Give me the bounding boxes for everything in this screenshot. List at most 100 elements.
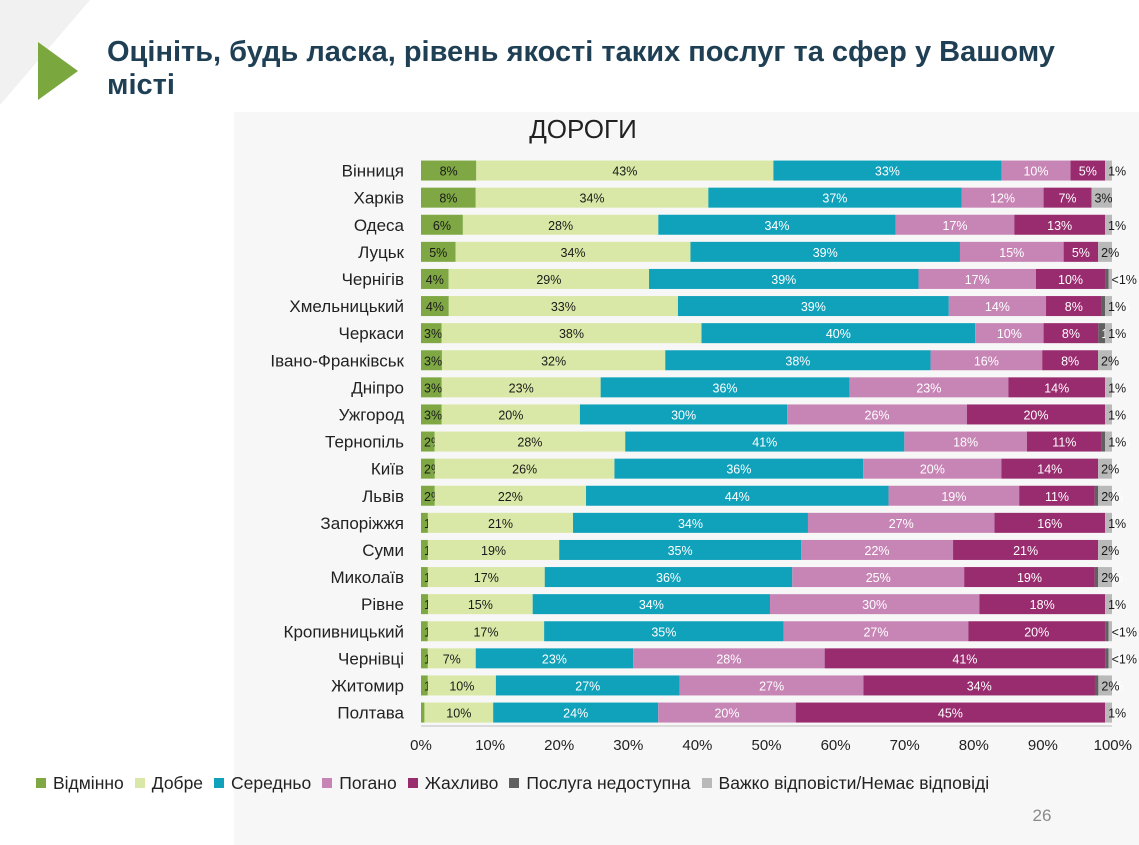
- bar-segment: [1026, 431, 1102, 452]
- data-label: 19%: [941, 490, 966, 504]
- bar-segment: [964, 567, 1095, 588]
- bar-segment: [701, 323, 976, 344]
- bar-segment: [421, 431, 435, 452]
- bar-segment: [1098, 485, 1112, 506]
- bar-segment: [1105, 268, 1109, 289]
- bar-segment: [559, 539, 802, 560]
- bar-segment: [966, 404, 1106, 425]
- data-label: 26%: [865, 408, 890, 422]
- category-label: Чернігів: [342, 270, 404, 289]
- bar-segment: [1094, 675, 1099, 696]
- x-tick-label: 20%: [544, 737, 574, 754]
- data-label: 43%: [612, 165, 637, 179]
- data-label: 12%: [990, 192, 1015, 206]
- bar-segment: [421, 323, 442, 344]
- bar-segment: [1091, 187, 1112, 208]
- legend-swatch: [36, 778, 46, 788]
- bar-segment: [421, 160, 477, 181]
- bar-segment: [1046, 296, 1102, 317]
- bar-segment: [1105, 404, 1112, 425]
- bar-segment: [421, 567, 428, 588]
- data-label: 7%: [1058, 192, 1076, 206]
- bar-segment: [824, 648, 1106, 669]
- category-label: Івано-Франківськ: [270, 351, 404, 370]
- data-label: <1%: [1112, 273, 1137, 287]
- data-label: 14%: [985, 300, 1010, 314]
- data-label: 2%: [1101, 571, 1119, 585]
- data-label: 30%: [862, 598, 887, 612]
- x-tick-label: 70%: [890, 737, 920, 754]
- data-label: 45%: [938, 707, 963, 721]
- data-label: 3%: [424, 354, 442, 368]
- data-label: 1%: [1108, 517, 1126, 531]
- bar-segment: [1019, 485, 1095, 506]
- bar-segment: [994, 512, 1106, 533]
- data-label: 20%: [714, 707, 739, 721]
- bar-segment: [544, 567, 793, 588]
- category-label: Ужгород: [339, 405, 404, 424]
- bar-segment: [1108, 648, 1112, 669]
- bar-segment: [441, 350, 666, 371]
- data-label: 24%: [563, 707, 588, 721]
- bar-segment: [918, 268, 1036, 289]
- data-label: 23%: [542, 652, 567, 666]
- category-label: Київ: [371, 460, 404, 479]
- bar-segment: [863, 675, 1095, 696]
- bar-segment: [579, 404, 788, 425]
- data-label: 11%: [1052, 436, 1076, 450]
- bar-segment: [475, 187, 709, 208]
- data-label: 32%: [541, 354, 566, 368]
- bar-segment: [448, 296, 678, 317]
- legend-label: Жахливо: [424, 772, 499, 793]
- data-label: 38%: [785, 354, 810, 368]
- data-label: 8%: [1062, 327, 1080, 341]
- data-label: 25%: [866, 571, 891, 585]
- category-label: Суми: [362, 541, 404, 560]
- data-label: 17%: [942, 219, 967, 233]
- slide-title: Оцініть, будь ласка, рівень якості таких…: [107, 36, 1055, 101]
- data-label: 20%: [1023, 408, 1048, 422]
- bar-segment: [441, 377, 601, 398]
- category-label: Черкаси: [338, 324, 404, 343]
- bar-segment: [1098, 567, 1112, 588]
- data-label: <1%: [1112, 652, 1137, 666]
- chart-legend: Відмінно Добре Середньо Погано Жахливо Послуг…: [36, 770, 1000, 796]
- legend-item: Жахливо: [407, 772, 499, 794]
- data-label: 8%: [439, 192, 457, 206]
- data-label: 1%: [1108, 165, 1126, 179]
- bar-segment: [421, 296, 449, 317]
- bar-segment: [421, 702, 425, 723]
- bar-segment: [434, 485, 587, 506]
- data-label: 27%: [759, 679, 784, 693]
- data-label: 23%: [509, 381, 534, 395]
- bar-segment: [427, 675, 496, 696]
- data-label: 10%: [449, 679, 474, 693]
- data-label: 16%: [1037, 517, 1062, 531]
- bar-segment: [1101, 296, 1106, 317]
- bar-segment: [532, 594, 770, 615]
- data-label: 1%: [1108, 219, 1126, 233]
- x-tick-label: 60%: [821, 737, 851, 754]
- bar-segment: [1014, 214, 1106, 235]
- data-label: 13%: [1047, 219, 1072, 233]
- bar-segment: [665, 350, 931, 371]
- x-tick-label: 80%: [959, 737, 989, 754]
- data-label: 41%: [752, 436, 777, 450]
- bar-segment: [1105, 648, 1109, 669]
- bar-segment: [801, 539, 954, 560]
- data-label: 4%: [426, 273, 444, 287]
- legend-swatch: [134, 778, 145, 788]
- bar-segment: [1042, 350, 1099, 371]
- bar-segment: [863, 458, 1002, 479]
- data-label: 20%: [920, 463, 945, 477]
- bar-segment: [427, 594, 533, 615]
- bar-segment: [783, 621, 969, 642]
- category-label: Тернопіль: [325, 433, 404, 452]
- legend-swatch: [214, 778, 225, 788]
- data-label: 17%: [474, 571, 499, 585]
- data-label: 21%: [1013, 544, 1038, 558]
- bar-segment: [1001, 160, 1071, 181]
- data-label: 3%: [1094, 192, 1112, 206]
- data-label: 40%: [826, 327, 851, 341]
- data-label: 10%: [1023, 165, 1048, 179]
